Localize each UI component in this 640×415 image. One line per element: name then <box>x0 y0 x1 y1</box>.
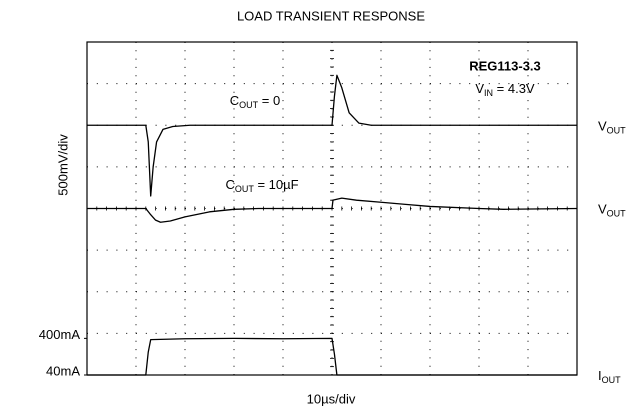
trace-label-main: V <box>598 119 607 134</box>
chart-title: LOAD TRANSIENT RESPONSE <box>237 8 425 23</box>
annotation: COUT = 10µF <box>225 177 298 194</box>
condition-main: V <box>475 81 484 96</box>
trace <box>87 337 577 376</box>
condition-sub: IN <box>484 88 493 98</box>
y-axis-label: 500mV/div <box>55 134 70 196</box>
annotation-sub: OUT <box>239 100 259 110</box>
current-tick-label: 400mA <box>39 327 81 342</box>
condition-label: VIN = 4.3V <box>475 81 535 98</box>
trace <box>87 197 578 223</box>
annotation: COUT = 0 <box>230 93 280 110</box>
trace-label-main: I <box>598 368 602 383</box>
trace-label: IOUT <box>598 368 621 385</box>
trace-label: VOUT <box>598 202 626 219</box>
trace-label-main: V <box>598 202 607 217</box>
device-label: REG113-3.3 <box>469 58 541 73</box>
condition-rest: = 4.3V <box>493 81 535 96</box>
trace-label-sub: OUT <box>607 209 627 219</box>
trace-label-sub: OUT <box>607 126 627 136</box>
trace <box>87 74 577 197</box>
annotation-rest: = 0 <box>258 93 280 108</box>
annotation-sub: OUT <box>235 184 255 194</box>
current-tick-label: 40mA <box>46 363 80 378</box>
annotation-rest: = 10µF <box>254 177 299 192</box>
trace-label: VOUT <box>598 119 626 136</box>
annotation-main: C <box>225 177 234 192</box>
trace-label-sub: OUT <box>602 375 622 385</box>
x-axis-label: 10µs/div <box>307 391 356 406</box>
